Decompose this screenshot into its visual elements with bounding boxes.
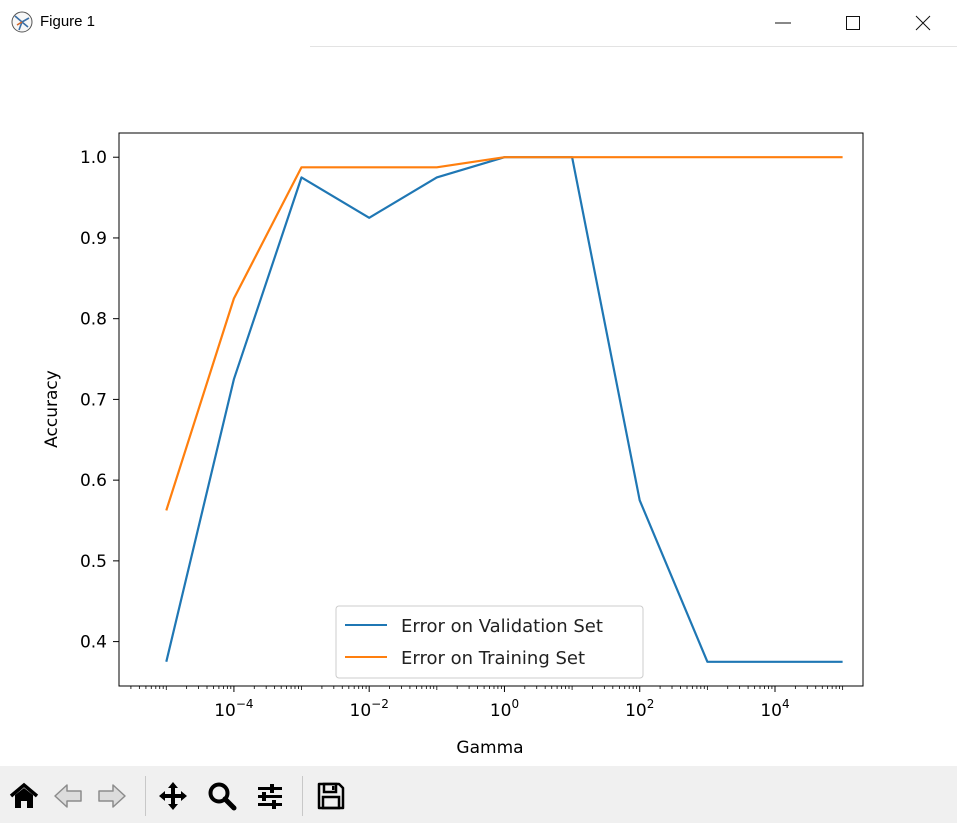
x-tick-label: 10−2 (350, 697, 389, 721)
x-axis-ticks: 10−4 10−2 100 102 104 (130, 686, 844, 721)
close-button[interactable] (900, 0, 946, 46)
series-group (165, 156, 843, 663)
configure-subplots-icon (258, 784, 282, 809)
y-axis-ticks: 0.4 0.5 0.6 0.7 0.8 0.9 1.0 (80, 148, 119, 653)
y-tick-label: 0.8 (80, 310, 107, 330)
forward-arrow-icon (98, 784, 126, 808)
x-tick-label: 104 (760, 697, 789, 721)
configure-subplots-button[interactable] (252, 778, 288, 814)
save-button[interactable] (313, 778, 349, 814)
x-tick-label: 10−4 (214, 697, 253, 721)
minimize-button[interactable] (760, 0, 806, 46)
figure-canvas[interactable]: 0.4 0.5 0.6 0.7 0.8 0.9 1.0 10−4 10−2 100 102 104 … (0, 47, 957, 766)
y-tick-label: 1.0 (80, 148, 107, 168)
close-icon (915, 15, 931, 31)
pan-button[interactable] (155, 778, 191, 814)
y-tick-label: 0.5 (80, 552, 107, 572)
plot-area (118, 132, 864, 687)
zoom-button[interactable] (204, 778, 240, 814)
y-tick-label: 0.6 (80, 471, 107, 491)
y-axis-label: Accuracy (42, 370, 62, 448)
legend-label-training: Error on Training Set (401, 648, 585, 669)
line-chart: 0.40.50.60.70.80.91.0 10−4 10−2 100 102 104 … (42, 132, 864, 758)
legend-box (335, 605, 644, 679)
toolbar-separator (145, 776, 146, 816)
x-axis-label: Gamma (456, 738, 523, 758)
toolbar-separator (302, 776, 303, 816)
maximize-button[interactable] (830, 0, 876, 46)
back-arrow-icon (54, 784, 82, 808)
home-icon (9, 782, 39, 808)
home-button[interactable] (6, 778, 42, 814)
title-bar: Figure 1 (0, 0, 957, 47)
save-icon (317, 782, 345, 810)
navigation-toolbar (0, 766, 957, 823)
pan-icon (159, 782, 187, 810)
y-tick-label: 0.4 (80, 633, 107, 653)
series-line-training (165, 156, 843, 511)
maximize-icon (846, 16, 860, 30)
legend: Error on Validation Set Error on Trainin… (335, 605, 644, 679)
x-tick-label: 100 (490, 697, 519, 721)
app-icon (10, 10, 34, 34)
minimize-icon (775, 22, 791, 24)
window-title: Figure 1 (40, 13, 96, 30)
back-button[interactable] (50, 778, 86, 814)
forward-button[interactable] (94, 778, 130, 814)
y-tick-label: 0.7 (80, 390, 107, 410)
legend-label-validation: Error on Validation Set (401, 616, 603, 637)
title-bar-divider (310, 46, 957, 47)
zoom-icon (208, 782, 237, 811)
x-tick-label: 102 (625, 697, 654, 721)
y-tick-label: 0.9 (80, 229, 107, 249)
